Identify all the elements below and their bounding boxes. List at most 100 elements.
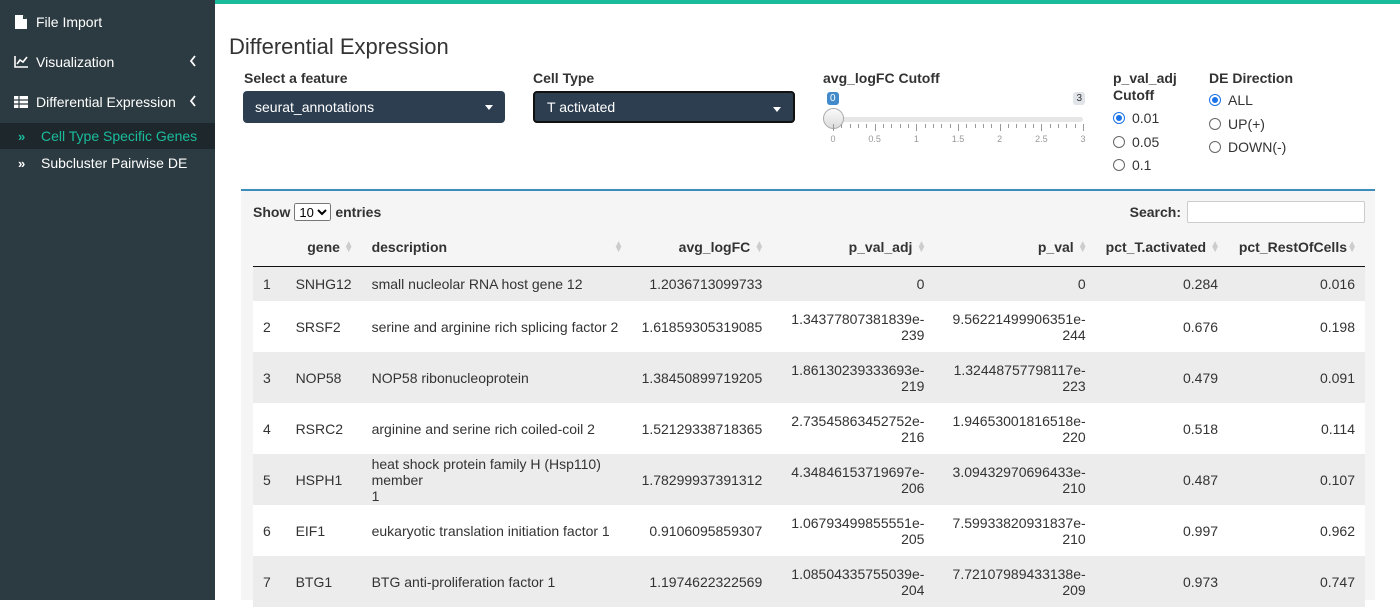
cell-text: 1.52129338718365 <box>641 420 763 437</box>
col-header-pct-t-activated[interactable]: pct_T.activated ▲ ▼ <box>1095 229 1229 267</box>
table-cell: 0.114 <box>1228 403 1365 454</box>
table-cell: arginine and serine rich coiled-coil 2 <box>361 403 632 454</box>
double-chevron-right-icon: » <box>18 155 25 171</box>
radio-button[interactable] <box>1209 118 1221 130</box>
cell-text: 0.016 <box>1319 275 1355 292</box>
cell-text: 239 <box>901 326 925 343</box>
logfc-cutoff-label: avg_logFC Cutoff <box>823 70 940 86</box>
table-cell: 1.1974622322569 <box>631 556 773 607</box>
col-header-description[interactable]: description ▲ ▼ <box>361 229 632 267</box>
cell-type-label: Cell Type <box>533 70 595 86</box>
slider-tick <box>841 124 843 128</box>
table-row[interactable]: 6 EIF1 eukaryotic translation initiation f… <box>253 505 1365 556</box>
cell-text: 210 <box>1062 479 1086 496</box>
table-cell: 1.38450899719205 <box>631 352 773 403</box>
col-header-pct-restofcells[interactable]: pct_RestOfCells ▲ ▼ <box>1228 229 1365 267</box>
pval-option-01[interactable]: 0.1 <box>1113 157 1151 173</box>
sidebar-item-visualization[interactable]: Visualization <box>0 44 215 80</box>
table-cell: 0.198 <box>1228 301 1365 352</box>
table-cell: 1.86130239333693e- 219 <box>772 352 935 403</box>
table-row[interactable]: 5 HSPH1 heat shock protein family H (Hsp11… <box>253 454 1365 505</box>
table-cell: NOP58 <box>285 352 362 403</box>
table-cell: eukaryotic translation initiation factor… <box>361 505 632 556</box>
table-cell: 1.61859305319085 <box>631 301 773 352</box>
feature-select[interactable]: seurat_annotations <box>243 91 505 123</box>
radio-button[interactable] <box>1113 136 1125 148</box>
caret-down-icon <box>485 105 493 110</box>
table-cell: 1.06793499855551e- 205 <box>772 505 935 556</box>
cell-text: 1 <box>371 487 380 504</box>
table-row[interactable]: 3 NOP58 NOP58 ribonucleoprotein 1.384508997… <box>253 352 1365 403</box>
de-table: gene ▲ ▼ description ▲ ▼ avg_logFC ▲ ▼ p_val_a… <box>253 229 1365 607</box>
cell-text: serine and arginine rich splicing factor… <box>371 318 619 335</box>
direction-option-all[interactable]: ALL <box>1209 92 1253 108</box>
table-cell: 0.997 <box>1095 505 1229 556</box>
slider-tick <box>874 124 876 131</box>
sidebar-subitem-cell-type-specific-genes[interactable]: » Cell Type Specific Genes <box>0 123 215 149</box>
cell-text: 7.59933820931837e- <box>952 514 1086 531</box>
table-cell: SRSF2 <box>285 301 362 352</box>
sidebar-item-file-import[interactable]: File Import <box>0 4 215 40</box>
col-header-p-val[interactable]: p_val ▲ ▼ <box>934 229 1096 267</box>
sort-icon: ▲ ▼ <box>916 239 927 255</box>
cell-text: 1 <box>263 275 271 292</box>
col-header-gene[interactable]: gene ▲ ▼ <box>285 229 362 267</box>
entries-select[interactable]: 10 <box>294 203 332 221</box>
radio-button[interactable] <box>1113 159 1125 171</box>
slider-tick <box>1049 124 1051 128</box>
cell-text: NOP58 <box>295 369 342 386</box>
cell-text: 1.86130239333693e- <box>791 361 925 378</box>
search-input[interactable] <box>1187 201 1365 223</box>
radio-button[interactable] <box>1113 112 1125 124</box>
cell-text: 1.32448757798117e- <box>953 361 1086 378</box>
show-entries-control: Show 10 entries <box>253 203 381 221</box>
feature-select-value: seurat_annotations <box>255 99 375 115</box>
sort-icon: ▲ ▼ <box>613 239 624 255</box>
cell-text: 1.34377807381839e- <box>791 310 925 327</box>
logfc-cutoff-slider[interactable]: 0 3 0 0.5 1 1.5 2 2.5 3 <box>823 92 1086 152</box>
table-cell: HSPH1 <box>285 454 362 505</box>
table-cell: 7.59933820931837e- 210 <box>934 505 1096 556</box>
cell-text: 244 <box>1062 326 1086 343</box>
direction-option-down[interactable]: DOWN(-) <box>1209 139 1286 155</box>
col-header-avg-logfc[interactable]: avg_logFC ▲ ▼ <box>631 229 773 267</box>
direction-option-up[interactable]: UP(+) <box>1209 116 1265 132</box>
cell-text: arginine and serine rich coiled-coil 2 <box>371 420 595 437</box>
cell-text: 2 <box>263 318 271 335</box>
pval-option-005[interactable]: 0.05 <box>1113 134 1159 150</box>
table-row[interactable]: 7 BTG1 BTG anti-proliferation factor 1 1.19… <box>253 556 1365 607</box>
table-cell: BTG1 <box>285 556 362 607</box>
table-cell: 1 <box>253 266 286 301</box>
slider-tick <box>1033 124 1034 128</box>
chevron-left-icon <box>189 55 196 67</box>
cell-text: 209 <box>1062 581 1086 598</box>
search-label: Search: <box>1129 204 1181 220</box>
table-cell: serine and arginine rich splicing factor… <box>361 301 632 352</box>
cell-text: 0.962 <box>1319 522 1355 539</box>
sidebar: File Import Visualization Differential E… <box>0 0 215 600</box>
col-header-p-val-adj[interactable]: p_val_adj ▲ ▼ <box>772 229 935 267</box>
radio-label: ALL <box>1228 92 1253 108</box>
slider-tick <box>883 124 884 128</box>
cell-type-select[interactable]: T activated <box>533 91 795 123</box>
table-row[interactable]: 4 RSRC2 arginine and serine rich coiled-co… <box>253 403 1365 454</box>
sidebar-subitem-subcluster-pairwise-de[interactable]: » Subcluster Pairwise DE <box>0 150 215 176</box>
cell-text: HSPH1 <box>295 471 343 488</box>
cell-text: 206 <box>901 479 925 496</box>
radio-button[interactable] <box>1209 141 1221 153</box>
table-cell: 0.973 <box>1095 556 1229 607</box>
table-cell: 0.9106095859307 <box>631 505 773 556</box>
slider-tick <box>899 124 901 128</box>
slider-track[interactable] <box>833 117 1083 122</box>
cell-text: 0.747 <box>1319 573 1355 590</box>
slider-tick <box>916 124 918 131</box>
table-row[interactable]: 1 SNHG12 small nucleolar RNA host gene 12 1… <box>253 266 1365 301</box>
slider-tick-label: 0.5 <box>868 134 881 144</box>
table-cell: 0.518 <box>1095 403 1229 454</box>
table-cell: SNHG12 <box>285 266 362 301</box>
slider-max-tag: 3 <box>1073 92 1085 105</box>
pval-option-001[interactable]: 0.01 <box>1113 110 1159 126</box>
radio-button[interactable] <box>1209 94 1221 106</box>
table-row[interactable]: 2 SRSF2 serine and arginine rich splicing … <box>253 301 1365 352</box>
sidebar-item-differential-expression[interactable]: Differential Expression <box>0 84 215 120</box>
